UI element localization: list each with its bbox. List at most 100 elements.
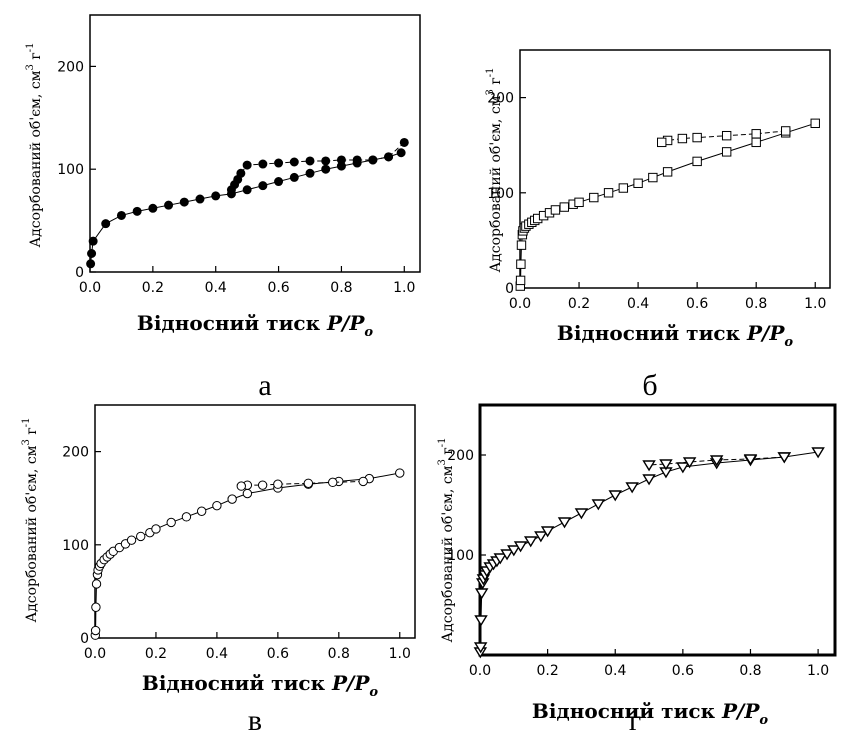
x-tick-label: 0.8 bbox=[739, 663, 761, 679]
x-tick-label: 0.8 bbox=[330, 280, 352, 296]
data-point bbox=[289, 157, 299, 167]
chart-panel-3: 0.0 0.2 0.4 0.6 0.8 1.0 0 100 200 Відносний тиск … bbox=[21, 404, 416, 737]
data-point bbox=[126, 535, 137, 545]
data-point bbox=[589, 192, 599, 203]
data-point bbox=[384, 152, 394, 162]
y-tick-label: 200 bbox=[62, 445, 89, 461]
data-point bbox=[507, 545, 521, 557]
data-point bbox=[810, 118, 820, 129]
chart-panel-4: 0.0 0.2 0.4 0.6 0.8 1.0 100 200 Відносний тиск P… bbox=[437, 403, 837, 737]
data-point bbox=[574, 508, 589, 520]
data-point bbox=[236, 481, 246, 491]
data-point bbox=[751, 137, 761, 148]
data-point bbox=[677, 133, 688, 144]
data-point bbox=[513, 541, 528, 553]
data-point bbox=[709, 455, 724, 467]
x-tick-label: 0.2 bbox=[568, 296, 590, 312]
data-point bbox=[227, 494, 237, 504]
x-tick-label: 0.6 bbox=[267, 646, 289, 662]
data-point bbox=[196, 506, 207, 516]
data-point bbox=[515, 275, 526, 286]
data-point bbox=[676, 462, 690, 474]
data-point bbox=[368, 155, 378, 165]
x-tick-label: 1.0 bbox=[804, 296, 826, 312]
y-axis-label: Адсорбований об'єм, см3 г-1 bbox=[437, 438, 456, 643]
data-point bbox=[274, 158, 284, 168]
x-tick-label: 0.4 bbox=[206, 646, 228, 662]
data-point bbox=[303, 478, 314, 488]
x-tick-label: 0.2 bbox=[145, 646, 167, 662]
data-point bbox=[358, 476, 368, 487]
data-point bbox=[743, 454, 758, 466]
plot-frame bbox=[478, 403, 837, 657]
data-point bbox=[500, 549, 514, 561]
x-tick-label: 1.0 bbox=[393, 280, 415, 296]
data-point bbox=[116, 210, 126, 220]
panel-label: в bbox=[248, 704, 262, 737]
data-point bbox=[242, 185, 252, 195]
data-point bbox=[328, 477, 338, 488]
data-point bbox=[87, 248, 97, 258]
data-point bbox=[258, 159, 268, 169]
data-point bbox=[274, 177, 284, 187]
panel-label: г bbox=[629, 704, 641, 737]
data-point bbox=[164, 200, 174, 210]
x-axis-label: Відносний тиск P/Po bbox=[137, 311, 373, 340]
data-point bbox=[166, 517, 176, 528]
y-tick-label: 100 bbox=[57, 162, 84, 178]
y-axis-label: Адсорбований об'єм, см3 г-1 bbox=[21, 418, 40, 623]
y-tick-label: 200 bbox=[57, 59, 84, 75]
panel-label: а bbox=[258, 369, 271, 402]
data-point bbox=[682, 457, 697, 469]
data-point bbox=[781, 126, 791, 136]
data-point bbox=[591, 499, 606, 511]
data-point bbox=[608, 490, 622, 502]
data-point bbox=[86, 259, 96, 269]
series-line-2 bbox=[231, 142, 405, 191]
data-point bbox=[657, 137, 667, 148]
x-tick-label: 0.8 bbox=[745, 296, 767, 312]
data-point bbox=[181, 512, 192, 522]
data-point bbox=[352, 155, 362, 165]
data-point bbox=[633, 178, 643, 188]
data-point bbox=[132, 206, 142, 216]
data-point bbox=[396, 148, 406, 158]
x-tick-label: 0.0 bbox=[84, 646, 106, 662]
data-point bbox=[273, 479, 283, 489]
x-axis-label: Відносний тиск P/Po bbox=[557, 321, 793, 350]
y-tick-label: 0 bbox=[505, 281, 514, 297]
data-point bbox=[751, 129, 761, 139]
data-point bbox=[101, 219, 111, 229]
chart-panel-1: 0.0 0.2 0.4 0.6 0.8 1.0 0 100 200 Відносний тиск … bbox=[25, 14, 421, 402]
y-axis-label: Адсорбований об'єм, см3 г-1 bbox=[25, 43, 44, 248]
data-point bbox=[516, 259, 526, 269]
data-point bbox=[258, 181, 268, 191]
y-tick-label: 0 bbox=[80, 631, 89, 647]
data-point bbox=[257, 480, 268, 490]
y-tick-label: 200 bbox=[447, 448, 474, 464]
data-point bbox=[136, 531, 146, 542]
x-tick-label: 0.8 bbox=[328, 646, 350, 662]
data-point bbox=[473, 642, 488, 654]
data-point bbox=[474, 615, 488, 627]
data-point bbox=[91, 579, 102, 589]
y-tick-label: 100 bbox=[487, 186, 514, 202]
x-tick-label: 0.6 bbox=[672, 663, 694, 679]
data-point bbox=[395, 468, 405, 478]
x-tick-label: 1.0 bbox=[389, 646, 411, 662]
data-point bbox=[557, 517, 572, 529]
data-point bbox=[642, 474, 656, 486]
x-tick-label: 0.4 bbox=[627, 296, 649, 312]
data-point bbox=[88, 236, 98, 246]
y-tick-label: 100 bbox=[447, 548, 474, 564]
chart-panel-2: 0.0 0.2 0.4 0.6 0.8 1.0 0 100 200 Відносний тиск … bbox=[485, 49, 831, 402]
data-point bbox=[493, 553, 508, 565]
data-point bbox=[721, 130, 732, 141]
data-point bbox=[179, 197, 189, 207]
y-axis-label: Адсорбований об'єм, см3 г-1 bbox=[485, 68, 504, 273]
data-point bbox=[659, 459, 673, 471]
data-point bbox=[305, 168, 315, 178]
data-point bbox=[618, 183, 629, 193]
data-point bbox=[662, 167, 673, 177]
